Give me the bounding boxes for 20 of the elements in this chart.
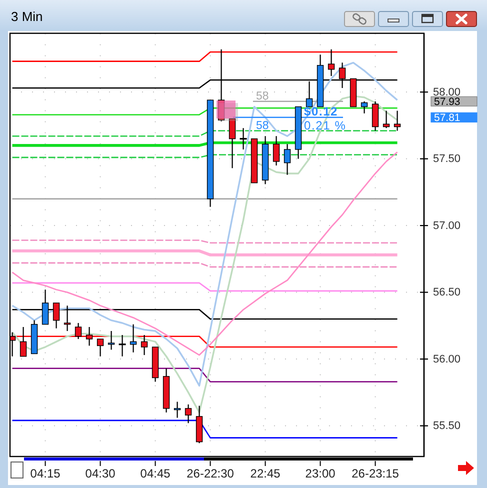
x-tick-label: 23:00 xyxy=(305,466,336,481)
x-tick-label: 04:45 xyxy=(140,466,171,481)
y-tick-label: 55.50 xyxy=(433,420,461,432)
text: 57.93 xyxy=(434,96,460,108)
x-tick-label: 04:30 xyxy=(85,466,116,481)
y-tick-label: 57.00 xyxy=(433,220,461,232)
y-tick-label: 56.50 xyxy=(433,286,461,299)
x-tick-label: 04:15 xyxy=(30,466,61,481)
annotation: 0.21 % xyxy=(304,118,346,132)
chart-title: 3 Min xyxy=(11,9,43,24)
text: 57.81 xyxy=(434,112,460,124)
y-tick-label: 57.50 xyxy=(433,153,461,166)
ref-line-label: 58 xyxy=(256,120,269,132)
y-tick-label: 56.00 xyxy=(433,353,461,366)
y-tick-label: 58.00 xyxy=(433,86,461,98)
x-tick-label: 22:45 xyxy=(250,466,281,481)
x-tick-label: 26-23:15 xyxy=(352,466,400,481)
x-tick-label: 26-22:30 xyxy=(186,466,234,481)
ref-line-label: 58 xyxy=(256,90,269,102)
annotation: $0.12 xyxy=(304,104,338,119)
